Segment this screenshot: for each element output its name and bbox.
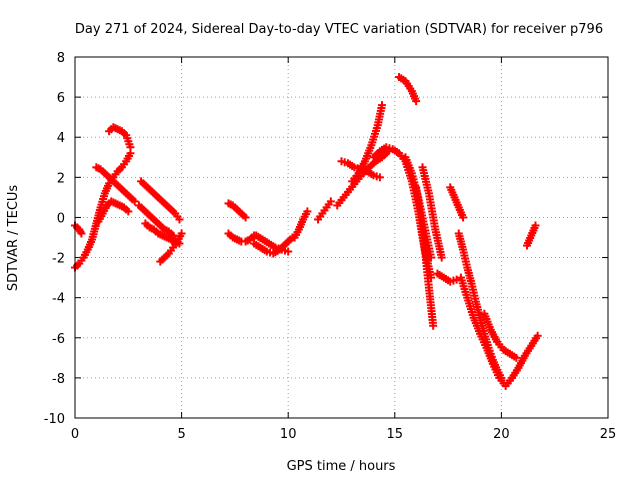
x-tick-label: 10 [280,427,297,442]
plot-frame [74,56,609,419]
series-s3 [92,163,139,206]
series-s19 [395,73,421,106]
y-tick-label: -10 [44,412,65,427]
y-tick-label: 2 [57,171,65,186]
series-s23 [418,163,446,262]
series-s2 [71,149,135,272]
data-point [124,207,133,216]
axis-ticks: 0 5 10 15 20 25 -10 -8 -6 -4 -2 0 2 4 6 8 [44,51,617,442]
x-tick-label: 20 [493,427,510,442]
series-s9 [156,229,186,266]
series-s22 [412,183,438,330]
y-tick-label: -4 [52,292,65,307]
series-s5 [94,197,133,226]
data-point [130,197,139,206]
series-s11 [224,229,259,246]
series-s15 [314,197,335,224]
series-s1 [71,221,86,238]
series-s14 [290,207,312,242]
series-s28 [480,309,521,362]
series-s26 [454,229,506,382]
y-tick-label: 6 [57,91,65,106]
series-s10 [224,199,250,222]
data-point [429,321,438,330]
data-point [378,101,387,110]
y-tick-label: 4 [57,131,65,146]
data-point [437,253,446,262]
data-point [175,215,184,224]
data-point [177,229,186,238]
series-s29 [522,221,540,250]
series-s27 [456,273,542,390]
x-tick-label: 0 [71,427,79,442]
x-tick-label: 25 [600,427,617,442]
data-point [77,229,86,238]
chart-title: Day 271 of 2024, Sidereal Day-to-day VTE… [75,22,603,37]
data-point [412,97,421,106]
series-s6 [137,177,184,224]
y-axis-label: SDTVAR / TECUs [6,185,21,292]
y-tick-label: -8 [52,372,65,387]
data-point [303,207,312,216]
data-point [459,213,468,222]
series-s4 [105,123,135,152]
data-point [326,197,335,206]
x-tick-label: 15 [387,427,404,442]
data-point [531,221,540,230]
y-tick-label: 0 [57,211,65,226]
data-point [533,331,542,340]
data-point [284,247,293,256]
series-s18 [337,157,384,182]
series-s25 [446,183,468,222]
data-point [241,213,250,222]
y-tick-label: -2 [52,252,65,267]
data-point [375,173,384,182]
x-tick-label: 5 [177,427,185,442]
series-s24 [433,269,461,286]
y-tick-label: -6 [52,332,65,347]
series-s13 [252,231,293,256]
y-tick-label: 8 [57,51,65,66]
data-point [126,143,135,152]
series-s16 [333,147,393,210]
data-points [71,73,542,390]
data-point [512,353,521,362]
x-axis-label: GPS time / hours [287,459,396,474]
